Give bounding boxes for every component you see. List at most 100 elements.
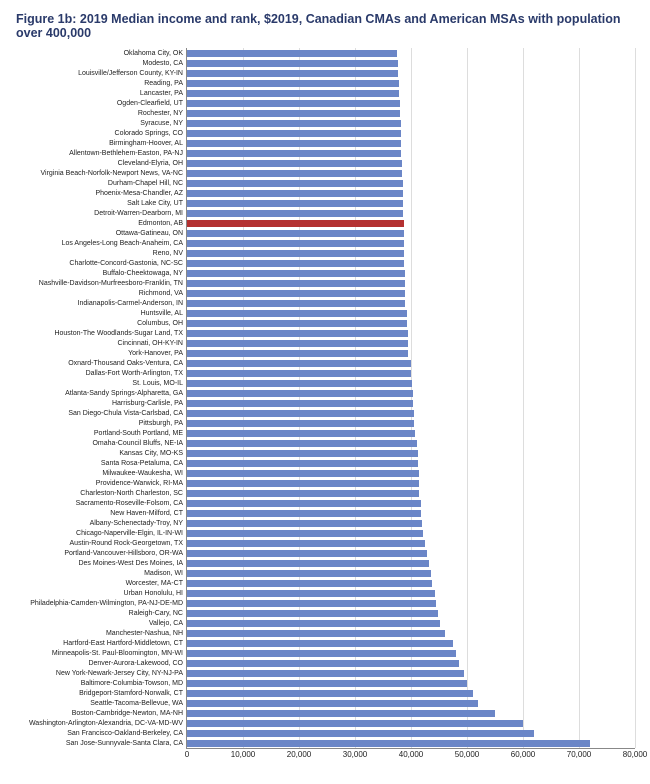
bar — [187, 540, 425, 547]
bar-row: Boston-Cambridge-Newton, MA-NH — [187, 708, 635, 718]
bar — [187, 600, 436, 607]
bar — [187, 670, 464, 677]
bar-row: Washington-Arlington-Alexandria, DC-VA-M… — [187, 718, 635, 728]
x-tick-label: 10,000 — [231, 750, 255, 759]
bar-row: Urban Honolulu, HI — [187, 588, 635, 598]
bar-row: Allentown-Bethlehem-Easton, PA-NJ — [187, 148, 635, 158]
bar — [187, 590, 435, 597]
bar-row: Hartford-East Hartford-Middletown, CT — [187, 638, 635, 648]
bar-label: Lancaster, PA — [0, 90, 183, 97]
bar-label: Ottawa-Gatineau, ON — [0, 230, 183, 237]
x-tick-label: 70,000 — [567, 750, 591, 759]
bar-label: Reno, NV — [0, 250, 183, 257]
bar — [187, 550, 427, 557]
bar-label: Nashville-Davidson-Murfreesboro-Franklin… — [0, 280, 183, 287]
bar — [187, 660, 459, 667]
bar — [187, 130, 401, 137]
bar — [187, 250, 404, 257]
bar — [187, 370, 411, 377]
bar-row: Baltimore-Columbia-Towson, MD — [187, 678, 635, 688]
bar-row: Milwaukee-Waukesha, WI — [187, 468, 635, 478]
bar-row: Atlanta-Sandy Springs-Alpharetta, GA — [187, 388, 635, 398]
bar-row: Edmonton, AB — [187, 218, 635, 228]
bar-label: Syracuse, NY — [0, 120, 183, 127]
bar-label: Bridgeport-Stamford-Norwalk, CT — [0, 690, 183, 697]
bar-row: Portland-Vancouver-Hillsboro, OR-WA — [187, 548, 635, 558]
bar-row: Providence-Warwick, RI-MA — [187, 478, 635, 488]
bar-label: Worcester, MA-CT — [0, 580, 183, 587]
bar-row: Cincinnati, OH-KY-IN — [187, 338, 635, 348]
bar-label: Portland-Vancouver-Hillsboro, OR-WA — [0, 550, 183, 557]
bar — [187, 230, 404, 237]
bar — [187, 410, 414, 417]
bar — [187, 120, 401, 127]
bar-row: Detroit-Warren-Dearborn, MI — [187, 208, 635, 218]
bar-label: Columbus, OH — [0, 320, 183, 327]
bar-row: Buffalo-Cheektowaga, NY — [187, 268, 635, 278]
bar-highlight — [187, 220, 404, 227]
bar — [187, 80, 399, 87]
bar-row: Oxnard-Thousand Oaks-Ventura, CA — [187, 358, 635, 368]
bar — [187, 380, 412, 387]
bar-label: Boston-Cambridge-Newton, MA-NH — [0, 710, 183, 717]
bar-label: Richmond, VA — [0, 290, 183, 297]
bar-row: Dallas-Fort Worth-Arlington, TX — [187, 368, 635, 378]
bar — [187, 470, 419, 477]
bar-label: Seattle-Tacoma-Bellevue, WA — [0, 700, 183, 707]
x-tick-label: 40,000 — [399, 750, 423, 759]
bar-label: Charleston-North Charleston, SC — [0, 490, 183, 497]
bar-label: Huntsville, AL — [0, 310, 183, 317]
bar — [187, 390, 413, 397]
bar — [187, 90, 399, 97]
bar-row: Huntsville, AL — [187, 308, 635, 318]
bar-label: Albany-Schenectady-Troy, NY — [0, 520, 183, 527]
bar-label: Reading, PA — [0, 80, 183, 87]
bar — [187, 740, 590, 747]
bar-label: Buffalo-Cheektowaga, NY — [0, 270, 183, 277]
bar — [187, 700, 478, 707]
bar-chart: 010,00020,00030,00040,00050,00060,00070,… — [16, 48, 634, 768]
bar-label: Ogden-Clearfield, UT — [0, 100, 183, 107]
bar-row: Philadelphia-Camden-Wilmington, PA-NJ-DE… — [187, 598, 635, 608]
plot-area: 010,00020,00030,00040,00050,00060,00070,… — [186, 48, 635, 749]
bar — [187, 450, 418, 457]
bar-label: New Haven-Milford, CT — [0, 510, 183, 517]
bar-row: Colorado Springs, CO — [187, 128, 635, 138]
bar-label: Chicago-Naperville-Elgin, IL-IN-WI — [0, 530, 183, 537]
bar-label: Virginia Beach-Norfolk-Newport News, VA-… — [0, 170, 183, 177]
bar — [187, 620, 440, 627]
bar — [187, 420, 414, 427]
bar-row: Santa Rosa-Petaluma, CA — [187, 458, 635, 468]
bar-row: Sacramento-Roseville-Folsom, CA — [187, 498, 635, 508]
bar-label: New York-Newark-Jersey City, NY-NJ-PA — [0, 670, 183, 677]
bar-row: Harrisburg-Carlisle, PA — [187, 398, 635, 408]
bar — [187, 280, 405, 287]
bar-label: Modesto, CA — [0, 60, 183, 67]
bar-row: Bridgeport-Stamford-Norwalk, CT — [187, 688, 635, 698]
bar — [187, 350, 408, 357]
bar-row: Oklahoma City, OK — [187, 48, 635, 58]
bar-label: Rochester, NY — [0, 110, 183, 117]
bar — [187, 260, 404, 267]
bar-label: Cleveland-Elyria, OH — [0, 160, 183, 167]
bar-row: Columbus, OH — [187, 318, 635, 328]
bar — [187, 210, 403, 217]
x-tick-label: 80,000 — [623, 750, 647, 759]
bar — [187, 520, 422, 527]
bar-label: Charlotte-Concord-Gastonia, NC-SC — [0, 260, 183, 267]
bar-label: San Diego-Chula Vista-Carlsbad, CA — [0, 410, 183, 417]
bar-label: Salt Lake City, UT — [0, 200, 183, 207]
bar-row: Virginia Beach-Norfolk-Newport News, VA-… — [187, 168, 635, 178]
bar-label: Oxnard-Thousand Oaks-Ventura, CA — [0, 360, 183, 367]
bar-row: Phoenix-Mesa-Chandler, AZ — [187, 188, 635, 198]
bar-row: Louisville/Jefferson County, KY-IN — [187, 68, 635, 78]
bar-label: Pittsburgh, PA — [0, 420, 183, 427]
bar-row: Cleveland-Elyria, OH — [187, 158, 635, 168]
bar — [187, 570, 431, 577]
bar-label: Omaha-Council Bluffs, NE-IA — [0, 440, 183, 447]
bar-label: Harrisburg-Carlisle, PA — [0, 400, 183, 407]
bar-row: Syracuse, NY — [187, 118, 635, 128]
bar-row: Salt Lake City, UT — [187, 198, 635, 208]
bar-label: Louisville/Jefferson County, KY-IN — [0, 70, 183, 77]
bar-row: Manchester-Nashua, NH — [187, 628, 635, 638]
